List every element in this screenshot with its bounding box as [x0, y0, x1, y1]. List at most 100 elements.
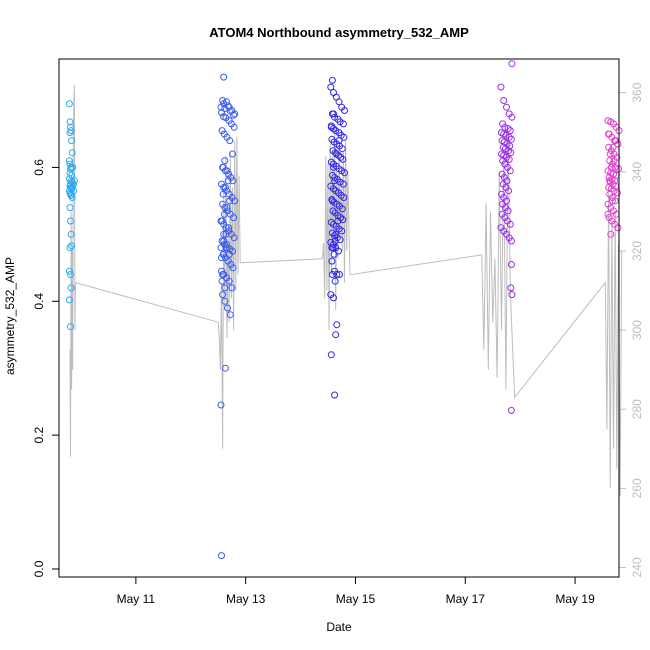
- data-point: [607, 230, 615, 238]
- x-tick-label: May 13: [226, 592, 266, 606]
- data-point: [221, 284, 229, 292]
- plot-frame: [58, 58, 620, 578]
- data-point: [330, 185, 337, 193]
- data-point: [220, 230, 228, 238]
- data-point: [330, 163, 337, 171]
- data-point: [221, 184, 229, 191]
- data-point: [327, 351, 335, 359]
- data-point: [507, 237, 515, 245]
- data-point: [605, 130, 613, 138]
- data-point: [330, 294, 337, 302]
- data-point: [225, 277, 233, 285]
- data-point: [613, 189, 621, 197]
- data-point: [328, 257, 336, 265]
- data-point: [505, 155, 513, 163]
- data-point: [331, 177, 339, 185]
- data-point: [229, 177, 237, 185]
- data-point: [223, 98, 230, 106]
- data-point: [327, 83, 335, 91]
- data-point: [339, 180, 347, 188]
- data-point: [68, 149, 76, 157]
- data-point: [507, 406, 515, 414]
- data-point: [67, 284, 75, 292]
- data-point: [65, 296, 73, 304]
- data-point: [226, 137, 234, 145]
- data-point: [230, 214, 238, 222]
- data-point: [68, 137, 76, 145]
- data-point: [330, 110, 337, 118]
- data-point: [220, 250, 228, 258]
- data-point: [219, 291, 227, 299]
- data-point: [67, 271, 74, 278]
- data-point: [68, 242, 76, 250]
- data-point: [218, 217, 226, 225]
- data-point: [339, 216, 347, 224]
- data-point: [606, 177, 614, 185]
- scatter-series: [497, 60, 516, 414]
- y2-tick-label: 260: [630, 478, 644, 498]
- data-point: [224, 304, 231, 312]
- data-point: [217, 401, 225, 409]
- data-point: [504, 125, 512, 133]
- data-point: [222, 230, 230, 238]
- data-point: [332, 150, 340, 158]
- data-point: [329, 207, 337, 215]
- x-axis-label: Date: [326, 620, 352, 634]
- y2-tick-label: 240: [630, 557, 644, 577]
- data-point: [506, 127, 514, 135]
- data-point: [220, 73, 228, 81]
- y2-tick-label: 300: [630, 320, 644, 340]
- data-point: [508, 113, 516, 121]
- data-point: [506, 167, 514, 175]
- data-point: [228, 284, 236, 292]
- data-point: [507, 149, 515, 157]
- data-point: [335, 137, 343, 145]
- data-point: [218, 277, 226, 285]
- data-point: [328, 76, 336, 84]
- data-point: [505, 133, 513, 141]
- data-point: [611, 197, 619, 205]
- data-point: [337, 153, 345, 161]
- data-point: [221, 297, 229, 305]
- data-point: [70, 187, 78, 195]
- data-point: [614, 224, 622, 232]
- data-point: [611, 163, 619, 171]
- data-point: [508, 60, 516, 68]
- data-point: [221, 364, 229, 372]
- x-tick-label: May 11: [117, 592, 156, 606]
- data-point: [497, 83, 505, 91]
- data-point: [223, 167, 231, 175]
- data-point: [68, 194, 76, 201]
- data-point: [222, 244, 230, 252]
- data-point: [336, 271, 343, 278]
- data-point: [219, 271, 227, 278]
- data-point: [65, 100, 73, 108]
- data-point: [336, 236, 344, 244]
- data-point: [507, 261, 515, 268]
- scatter-series: [217, 73, 239, 560]
- data-point: [503, 103, 510, 111]
- data-point: [340, 133, 348, 141]
- data-point: [219, 190, 227, 198]
- data-point: [500, 97, 508, 104]
- data-point: [223, 204, 231, 212]
- data-point: [339, 155, 347, 163]
- data-point: [335, 247, 342, 255]
- scatter-series: [65, 100, 78, 331]
- data-point: [69, 182, 77, 190]
- data-point: [229, 264, 237, 272]
- data-point: [335, 98, 343, 106]
- x-tick-label: May 15: [336, 592, 376, 606]
- data-point: [338, 205, 346, 213]
- y-tick-label: 0.6: [32, 159, 46, 176]
- data-point: [339, 120, 347, 128]
- data-point: [609, 143, 617, 151]
- data-point: [217, 244, 225, 252]
- data-point: [327, 123, 335, 131]
- data-point: [338, 227, 346, 235]
- data-point: [507, 284, 515, 292]
- data-point: [230, 234, 238, 242]
- data-point: [226, 197, 234, 205]
